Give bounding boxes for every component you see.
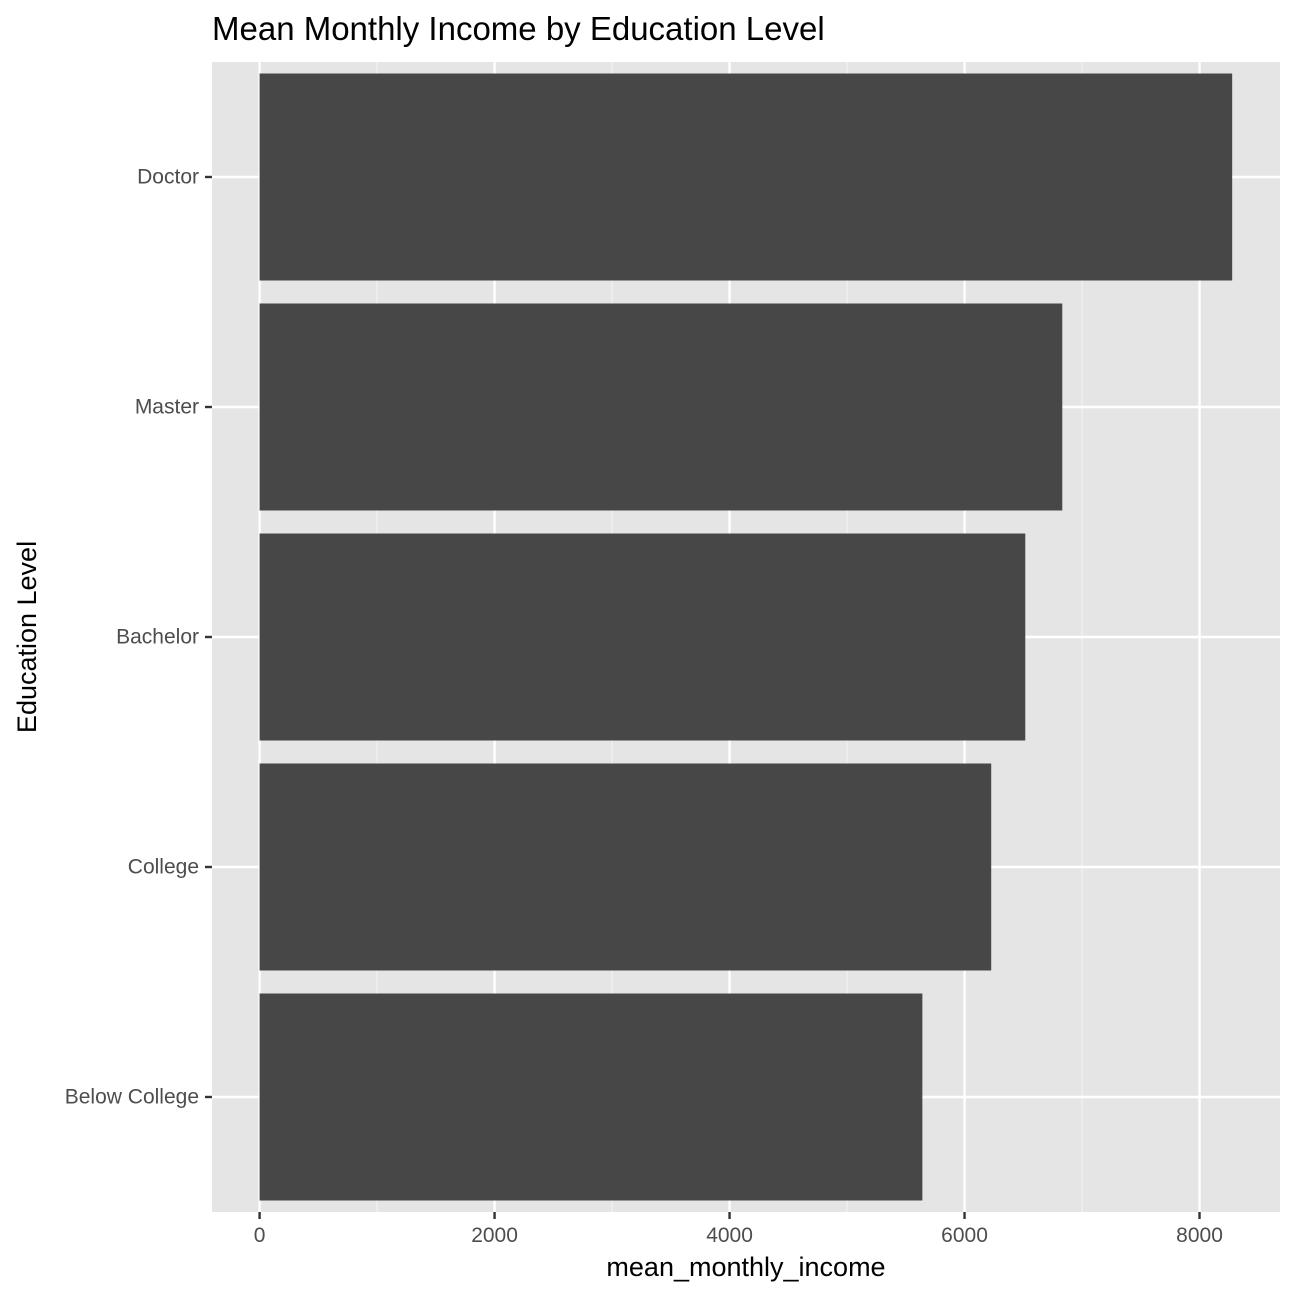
y-tick-label: Bachelor (116, 626, 199, 649)
x-tick-label: 2000 (471, 1224, 518, 1247)
x-tick-label: 4000 (706, 1224, 753, 1247)
x-axis: 0 2000 4000 6000 8000 (254, 1212, 1223, 1247)
bar-doctor (259, 73, 1233, 281)
chart-title: Mean Monthly Income by Education Level (212, 10, 825, 47)
y-tick-label: Doctor (137, 166, 199, 189)
bar-bachelor (259, 533, 1026, 741)
x-tick-label: 8000 (1176, 1224, 1223, 1247)
bar-master (259, 303, 1063, 511)
y-axis: Below College College Bachelor Master Doctor (65, 166, 212, 1109)
bars-group (259, 73, 1233, 1201)
x-axis-title: mean_monthly_income (606, 1252, 885, 1282)
y-tick-label: Below College (65, 1086, 199, 1109)
bar-below-college (259, 993, 923, 1201)
x-tick-label: 0 (254, 1224, 266, 1247)
y-tick-label: Master (135, 396, 199, 419)
x-tick-label: 6000 (941, 1224, 988, 1247)
y-axis-title: Education Level (12, 541, 42, 733)
bar-college (259, 763, 992, 971)
y-tick-label: College (128, 856, 199, 879)
